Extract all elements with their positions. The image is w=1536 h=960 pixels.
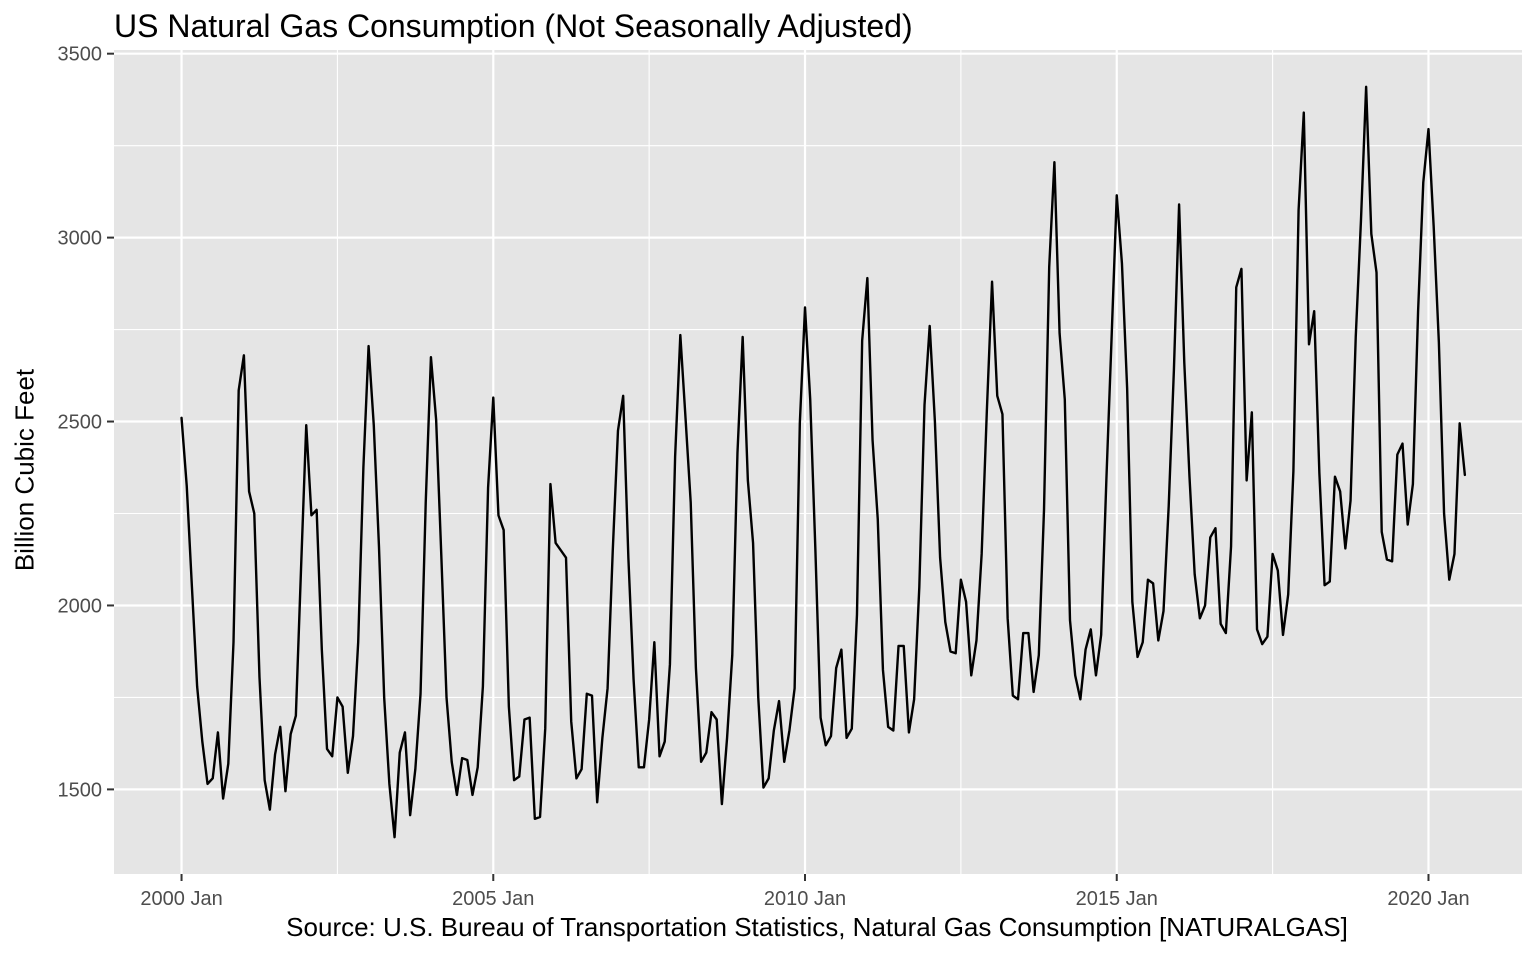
series-line [180, 85, 1467, 839]
axis-ticks [107, 52, 1430, 881]
y-tick-label: 1500 [58, 779, 103, 801]
x-tick-label: 2000 Jan [140, 888, 222, 910]
y-tick-label: 3000 [58, 228, 103, 250]
y-tick-label: 2000 [58, 595, 103, 617]
x-tick-label: 2015 Jan [1076, 888, 1158, 910]
minor-gridlines [114, 50, 1522, 874]
chart-title: US Natural Gas Consumption (Not Seasonal… [114, 8, 913, 44]
major-gridlines [114, 50, 1522, 874]
x-tick-label: 2010 Jan [764, 888, 846, 910]
series-layer [180, 85, 1467, 839]
y-tick-label: 3500 [58, 44, 103, 66]
y-tick-label: 2500 [58, 412, 103, 434]
plot-panel [114, 50, 1522, 874]
tick-labels: 1500 2000 2500 3000 3500 2000 Jan 2005 Jan 2010… [58, 44, 1470, 910]
x-tick-label: 2020 Jan [1387, 888, 1469, 910]
x-axis-label: Source: U.S. Bureau of Transportation St… [286, 912, 1348, 942]
x-tick-label: 2005 Jan [452, 888, 534, 910]
